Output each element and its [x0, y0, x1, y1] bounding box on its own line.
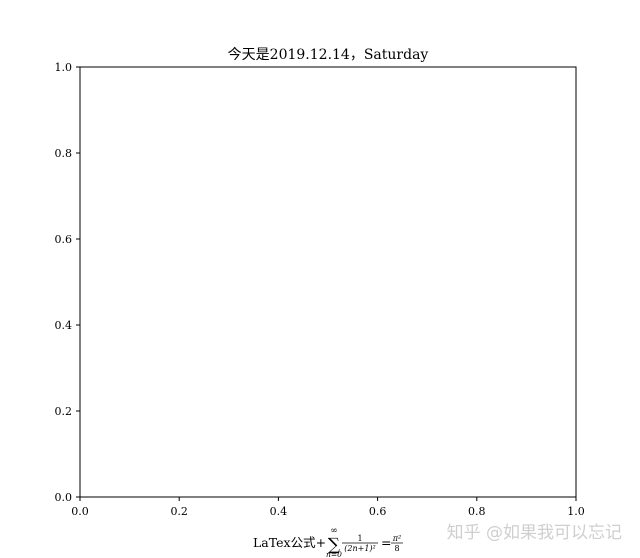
x-axis-label-sum-symbol: ∑ — [328, 535, 340, 555]
y-tick-label: 0.0 — [55, 491, 73, 504]
chart-title: 今天是2019.12.14，Saturday — [228, 47, 429, 63]
x-axis-label-sum-upper: ∞ — [330, 526, 338, 536]
x-tick-label: 0.6 — [369, 505, 387, 518]
x-axis-label-equals: = — [381, 535, 391, 550]
y-tick-label: 1.0 — [55, 61, 73, 74]
x-axis-label-sum-lower: n=0 — [326, 550, 342, 558]
x-axis-label-frac1-den: (2n+1)² — [344, 544, 375, 553]
y-tick-label: 0.4 — [55, 319, 73, 332]
x-tick-label: 0.8 — [468, 505, 486, 518]
x-axis-label-prefix: LaTex公式+ — [253, 535, 326, 550]
x-tick-label: 0.0 — [71, 505, 89, 518]
y-tick-label: 0.6 — [55, 233, 73, 246]
x-tick-label: 0.4 — [270, 505, 288, 518]
y-axis: 0.0 0.2 0.4 0.6 0.8 1.0 — [55, 61, 80, 504]
watermark: 知乎 @如果我可以忘记 — [447, 523, 622, 543]
x-axis-label-frac2-den: 8 — [394, 544, 399, 553]
y-tick-label: 0.2 — [55, 405, 73, 418]
x-axis: 0.0 0.2 0.4 0.6 0.8 1.0 — [71, 497, 585, 518]
x-tick-label: 0.2 — [170, 505, 188, 518]
x-axis-label-frac2-num: π² — [392, 534, 401, 543]
plot-area — [79, 66, 577, 498]
y-tick-label: 0.8 — [55, 147, 73, 160]
x-tick-label: 1.0 — [567, 505, 585, 518]
x-axis-label-frac1-num: 1 — [357, 534, 362, 543]
x-axis-label: LaTex公式+ ∞ ∑ n=0 1 (2n+1)² = π² 8 — [253, 526, 403, 558]
